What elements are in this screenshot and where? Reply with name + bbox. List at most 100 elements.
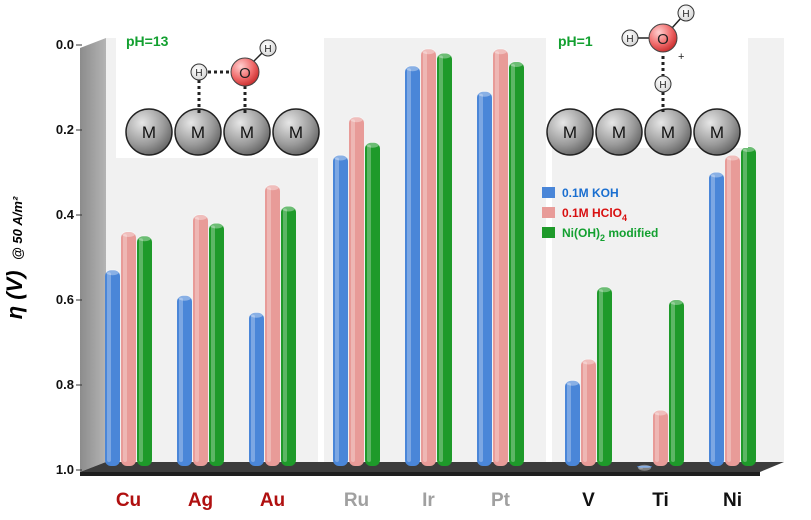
bar-Ni-1 (725, 155, 740, 466)
metal-atom-label: M (289, 123, 303, 142)
hydronium-h-top-bond (671, 17, 682, 29)
metal-atom-label: M (191, 123, 205, 142)
bar-highlight (351, 119, 355, 462)
bar-highlight (407, 68, 411, 462)
oxygen-label: O (239, 65, 251, 82)
bar-Ti-2 (669, 300, 684, 466)
hydrogen-top-label: H (682, 9, 689, 20)
bar-Ir-2 (437, 53, 452, 466)
bar-cap (350, 116, 363, 123)
bar-cap (582, 358, 595, 365)
hydrogen-atom-2-icon (259, 39, 277, 57)
bar-highlight (423, 51, 427, 462)
metal-atom-icon (595, 108, 643, 156)
bar-cap (726, 154, 739, 161)
bar-cap (282, 205, 295, 212)
metal-atom-icon (546, 108, 594, 156)
bar-Cu-1 (121, 232, 136, 466)
metal-atom-icon (174, 108, 222, 156)
legend-swatch-0 (542, 187, 555, 198)
x-tick-label-Ru: Ru (344, 490, 369, 511)
bar-Cu-0 (105, 270, 120, 466)
bar-highlight (479, 93, 483, 462)
bar-cap (598, 286, 611, 293)
oxygen-atom-icon (230, 57, 260, 87)
bar-Ru-1 (349, 117, 364, 466)
bar-cap (106, 269, 119, 276)
bar-highlight (511, 64, 515, 462)
bar-highlight (267, 187, 271, 462)
charge-label: + (678, 51, 684, 63)
bar-highlight (495, 51, 499, 462)
legend-label-1: 0.1M HClO4 (562, 206, 627, 223)
inset-ph13: pH=13 M M M M H O H (116, 10, 320, 158)
bar-Ag-1 (193, 215, 208, 466)
svg-text:η (V) @ 50 A/m²: η (V) @ 50 A/m² (2, 196, 27, 319)
bar-highlight (123, 234, 127, 462)
hydrogen-left-icon (621, 29, 639, 47)
bar-cap (210, 222, 223, 229)
metal-atom-label: M (563, 123, 577, 142)
hydrogen-atom-icon (190, 63, 208, 81)
bar-Ir-0 (405, 66, 420, 466)
bar-highlight (727, 157, 731, 462)
hydrogen-top-icon (677, 4, 695, 22)
bar-Au-0 (249, 312, 264, 466)
inset-ph1: pH=1 M M M M O + H H H (546, 0, 748, 156)
legend-swatch-1 (542, 207, 555, 218)
bar-Ag-0 (177, 295, 192, 466)
bar-cap (638, 464, 651, 471)
bar-Ag-2 (209, 223, 224, 466)
bar-Ni-0 (709, 172, 724, 466)
bar-highlight (139, 238, 143, 462)
metal-atom-label: M (240, 123, 254, 142)
bar-cap (178, 294, 191, 301)
hydrogen-label-2: H (264, 44, 271, 55)
legend-label-2: Ni(OH)2 modified (562, 226, 658, 243)
bar-cap (266, 184, 279, 191)
bar-V-2 (597, 287, 612, 466)
bar-highlight (583, 361, 587, 462)
metal-atom-label: M (661, 123, 675, 142)
bar-Ir-1 (421, 49, 436, 466)
metal-atom-label: M (710, 123, 724, 142)
x-tick-label-Ni: Ni (723, 490, 742, 511)
bar-Au-2 (281, 206, 296, 466)
bar-cap (510, 61, 523, 67)
y-tick-label: 0.0 (56, 37, 74, 52)
bar-Pt-0 (477, 91, 492, 466)
legend: 0.1M KOH 0.1M HClO4 Ni(OH)2 modified (542, 186, 658, 243)
ph13-label: pH=13 (126, 33, 169, 49)
y-axis-title: η (V) @ 50 A/m² (2, 196, 27, 319)
bar-cap (138, 235, 151, 242)
bar-highlight (567, 382, 571, 462)
metal-atom-icon (272, 108, 320, 156)
bar-cap (670, 299, 683, 305)
bar-Ti-1 (653, 410, 668, 466)
x-tick-label-Au: Au (260, 490, 285, 511)
bar-cap (250, 311, 263, 318)
y-tick-label: 0.2 (56, 122, 74, 137)
y-tick-label: 0.4 (56, 207, 75, 222)
bar-cap (478, 90, 491, 97)
bar-Ti-0 (637, 465, 652, 468)
bar-Ru-2 (365, 142, 380, 466)
bar-cap (710, 171, 723, 178)
chart-side-wall (80, 38, 106, 472)
bar-highlight (335, 157, 339, 462)
bar-highlight (439, 55, 443, 462)
oxygen-label: O (657, 31, 669, 48)
hydrogen-bottom-label: H (659, 80, 666, 91)
bar-highlight (655, 412, 659, 462)
bar-V-1 (581, 359, 596, 466)
bar-cap (334, 154, 347, 161)
x-tick-label-Ir: Ir (422, 490, 435, 511)
bar-Ru-0 (333, 155, 348, 466)
x-tick-label-Ti: Ti (652, 490, 669, 511)
legend-label-0: 0.1M KOH (562, 186, 619, 200)
bar-highlight (195, 217, 199, 462)
